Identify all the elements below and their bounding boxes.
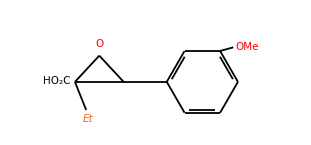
Text: O: O <box>95 39 104 49</box>
Text: OMe: OMe <box>235 42 259 52</box>
Text: Et: Et <box>83 114 93 124</box>
Text: HO₂C: HO₂C <box>43 76 71 86</box>
